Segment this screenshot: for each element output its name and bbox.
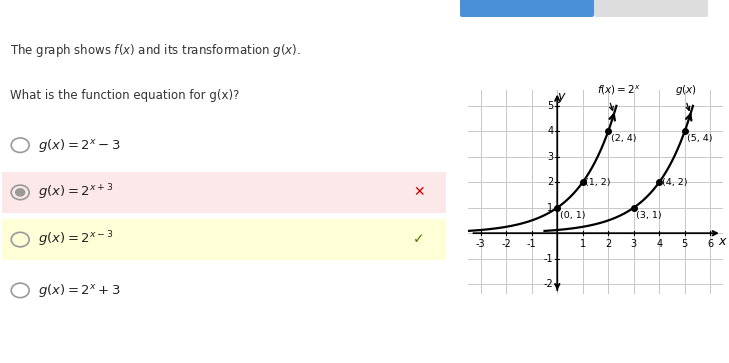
Text: 6: 6 bbox=[707, 239, 713, 249]
Text: $y$: $y$ bbox=[557, 91, 566, 105]
Text: (5, 4): (5, 4) bbox=[687, 134, 713, 143]
Text: 4: 4 bbox=[547, 126, 553, 136]
Text: What is the function equation for g(x)?: What is the function equation for g(x)? bbox=[10, 89, 239, 102]
Text: The graph shows $f(x)$ and its transformation $g(x)$.: The graph shows $f(x)$ and its transform… bbox=[10, 42, 300, 59]
Text: $g(x) = 2^{x+3}$: $g(x) = 2^{x+3}$ bbox=[38, 183, 114, 202]
Text: -3: -3 bbox=[476, 239, 486, 249]
Text: (4, 2): (4, 2) bbox=[662, 178, 687, 187]
FancyBboxPatch shape bbox=[2, 172, 446, 213]
Text: -2: -2 bbox=[544, 279, 553, 289]
Text: -1: -1 bbox=[544, 254, 553, 264]
Text: (3, 1): (3, 1) bbox=[636, 211, 662, 220]
Text: $g(x) = 2^{x-3}$: $g(x) = 2^{x-3}$ bbox=[38, 230, 114, 249]
Text: (0, 1): (0, 1) bbox=[560, 211, 585, 220]
Text: 1: 1 bbox=[547, 203, 553, 213]
Text: $f(x) = 2^x$: $f(x) = 2^x$ bbox=[597, 83, 641, 97]
FancyBboxPatch shape bbox=[594, 0, 708, 17]
Text: -2: -2 bbox=[502, 239, 511, 249]
Text: $g(x)$: $g(x)$ bbox=[674, 83, 696, 97]
FancyBboxPatch shape bbox=[460, 0, 594, 17]
Text: (2, 4): (2, 4) bbox=[611, 134, 636, 143]
Text: 3: 3 bbox=[547, 152, 553, 162]
Text: $g(x) = 2^x - 3$: $g(x) = 2^x - 3$ bbox=[38, 137, 121, 154]
Text: 4: 4 bbox=[656, 239, 663, 249]
Text: $x$: $x$ bbox=[718, 235, 728, 248]
Text: 5: 5 bbox=[682, 239, 688, 249]
Text: 1: 1 bbox=[580, 239, 586, 249]
Text: $g(x) = 2^x + 3$: $g(x) = 2^x + 3$ bbox=[38, 282, 121, 299]
Text: ✓: ✓ bbox=[413, 233, 425, 246]
Text: 3: 3 bbox=[631, 239, 637, 249]
Text: (1, 2): (1, 2) bbox=[585, 178, 611, 187]
FancyBboxPatch shape bbox=[2, 219, 446, 261]
Text: -1: -1 bbox=[527, 239, 537, 249]
Text: 2: 2 bbox=[547, 177, 553, 187]
Text: 2: 2 bbox=[605, 239, 612, 249]
Text: ✕: ✕ bbox=[413, 185, 425, 199]
Text: 5: 5 bbox=[547, 101, 553, 111]
Circle shape bbox=[16, 189, 25, 196]
